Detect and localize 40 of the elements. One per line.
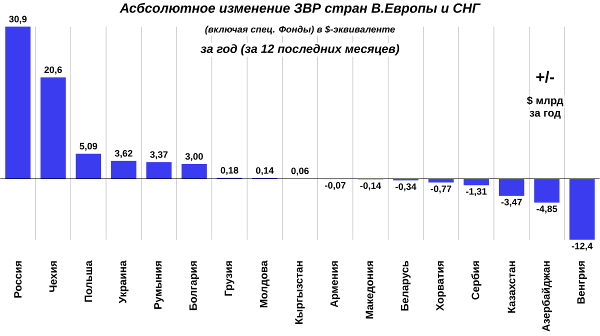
data-label: 0,06 [291, 168, 309, 176]
x-tick-label: Россия [14, 261, 22, 298]
text: за год (за 12 последних месяцев) [200, 44, 400, 56]
annotation: +/- [536, 70, 554, 83]
x-tick-label: Венгрия [577, 261, 587, 304]
data-label: 3,62 [114, 150, 132, 158]
x-tick-label: Молдова [260, 260, 270, 308]
x-tick-label: Казахстан [508, 261, 516, 313]
x-tick-label: Азербайджан [542, 261, 552, 332]
annotation: за год [530, 110, 561, 119]
data-label: 3,00 [185, 153, 203, 162]
x-tick-label: Украина [118, 260, 128, 304]
x-tick-label: Грузия [224, 261, 234, 296]
data-label: -0,77 [430, 185, 452, 194]
chart-title: Асбсолютное изменение ЗВР стран В.Европы и СНГ [120, 2, 481, 16]
annotation: $ млрд [526, 96, 564, 106]
x-tick-label: Болгария [189, 261, 199, 310]
data-label: 30,9 [9, 16, 27, 24]
data-label: 0,14 [256, 167, 274, 176]
x-tick-label: Чехия [49, 261, 57, 292]
data-label: 5,09 [80, 142, 98, 151]
x-tick-label: Румыния [154, 261, 164, 309]
x-tick-label: Македония [366, 261, 376, 318]
x-tick-label: Кыргызстан [295, 261, 305, 324]
data-label: -4,85 [536, 206, 558, 214]
data-label: -0,07 [324, 182, 346, 190]
x-tick-label: Польша [84, 260, 92, 302]
data-label: 0,18 [220, 166, 238, 175]
data-label: -12,4 [572, 242, 593, 251]
text: (включая спец. Фонды) в $-эквиваленте [205, 26, 395, 34]
x-tick-label: Хорватия [436, 261, 446, 311]
x-tick-label: Беларусь [401, 260, 411, 311]
x-tick-label: Сербия [471, 261, 482, 300]
data-label: -1,31 [466, 188, 487, 196]
data-label: -0,14 [360, 182, 382, 190]
data-label: 3,37 [150, 151, 168, 160]
data-label: -3,47 [501, 198, 522, 207]
data-label: 20,6 [44, 66, 62, 74]
x-tick-label: Армения [330, 261, 340, 308]
data-label: -0,34 [396, 183, 416, 192]
